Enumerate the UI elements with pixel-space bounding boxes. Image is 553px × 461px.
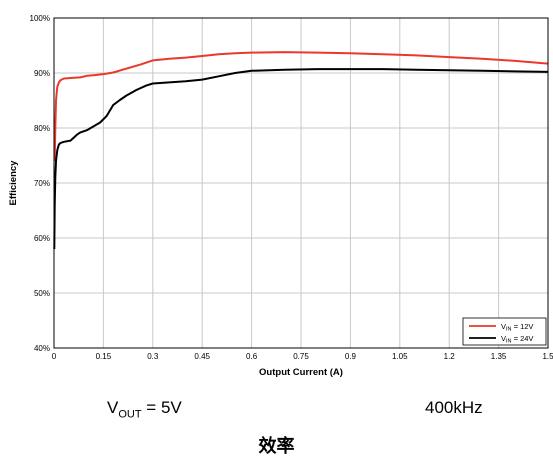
series-line-vin-24v: [53, 68, 549, 250]
y-tick-labels: 40% 50% 60% 70% 80% 90% 100%: [30, 14, 50, 353]
y-tick-label: 50%: [34, 289, 50, 298]
x-tick-label: 1.35: [491, 352, 507, 361]
y-axis-label: Efficiency: [8, 160, 19, 206]
x-tick-labels: 0 0.15 0.3 0.45 0.6 0.75 0.9 1.05 1.2 1.35 1.5: [52, 352, 553, 361]
x-tick-label: 0.6: [246, 352, 258, 361]
x-tick-label: 1.05: [392, 352, 408, 361]
efficiency-title: 效率: [258, 436, 295, 457]
y-tick-label: 60%: [34, 234, 50, 243]
series-line-vin-12v: [53, 51, 549, 162]
y-tick-label: 70%: [34, 179, 50, 188]
x-tick-label: 0.3: [147, 352, 159, 361]
legend-label-vin-12v: VIN = 12V: [501, 322, 533, 333]
x-tick-label: 0.9: [345, 352, 357, 361]
y-tick-label: 100%: [30, 14, 50, 23]
x-tick-label: 1.2: [444, 352, 456, 361]
efficiency-chart: 40% 50% 60% 70% 80% 90% 100% 0 0.15 0.3 0.45 0.6 0.…: [8, 14, 553, 378]
frequency-caption: 400kHz: [425, 398, 483, 417]
series-lines: [53, 51, 549, 250]
y-tick-label: 40%: [34, 344, 50, 353]
plot-border: [53, 17, 549, 349]
y-tick-label: 90%: [34, 69, 50, 78]
x-tick-label: 1.5: [542, 352, 553, 361]
y-tick-label: 80%: [34, 124, 50, 133]
legend: VIN = 12V VIN = 24V: [462, 317, 547, 346]
legend-box: [462, 317, 547, 346]
x-tick-label: 0: [52, 352, 57, 361]
x-tick-label: 0.15: [96, 352, 112, 361]
x-axis-label: Output Current (A): [259, 367, 343, 378]
x-tick-label: 0.75: [293, 352, 309, 361]
vout-caption: VOUT = 5V: [107, 398, 182, 421]
legend-label-vin-24v: VIN = 24V: [501, 334, 533, 345]
x-tick-label: 0.45: [194, 352, 210, 361]
